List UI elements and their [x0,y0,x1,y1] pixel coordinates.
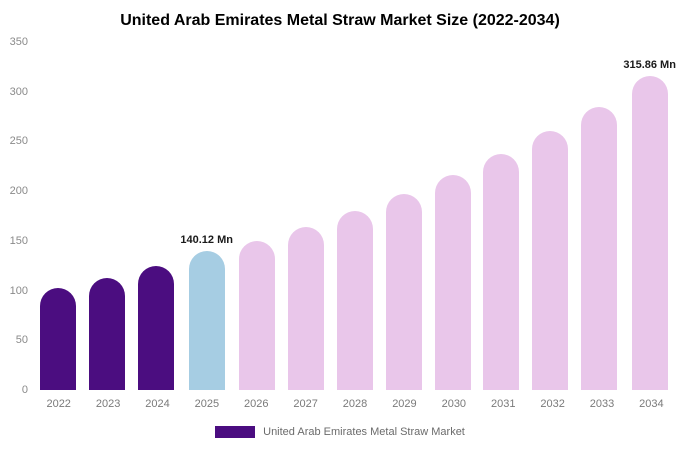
legend-label: United Arab Emirates Metal Straw Market [263,426,465,438]
bar-column: 315.86 Mn [623,42,676,390]
bar [336,211,373,390]
bar [239,241,276,390]
y-tick-label: 250 [9,135,28,148]
bar-annotation: 315.86 Mn [623,59,676,71]
bar-column: 140.12 Mn [180,42,233,390]
plot-area: 140.12 Mn 315.86 Mn [34,42,676,390]
x-tick-label: 2034 [639,398,664,410]
x-tick-label: 2033 [589,398,615,410]
x-tick-label: 2026 [244,398,269,410]
bar [532,131,569,390]
y-tick-label: 0 [21,384,28,396]
bar-column [379,42,428,390]
y-tick-label: 100 [9,284,28,297]
bar-column [83,42,132,390]
y-tick-label: 150 [9,234,28,247]
y-axis: 0 50 100 150 200 250 300 350 [0,0,30,450]
x-tick-label: 2024 [145,398,170,410]
bar [434,175,471,390]
y-tick-label: 50 [15,334,28,347]
bar [631,76,668,390]
chart-title: United Arab Emirates Metal Straw Market … [120,12,560,29]
legend-swatch [215,426,256,438]
x-tick-label: 2030 [441,398,467,410]
x-tick-label: 2029 [392,398,417,410]
y-tick-label: 300 [9,85,28,98]
bar-column [331,42,380,390]
x-tick-label: 2025 [194,398,220,410]
bar [137,266,174,390]
bar [188,251,225,390]
x-tick-label: 2032 [540,398,565,410]
bar-column [132,42,181,390]
bar-column [428,42,477,390]
bar-column [575,42,624,390]
x-tick-label: 2031 [490,398,516,410]
bar [483,154,520,390]
bar-column [282,42,331,390]
bar-column [233,42,282,390]
bar-annotation: 140.12 Mn [180,234,233,246]
x-tick-label: 2023 [95,398,121,410]
bar [89,278,126,390]
bar-column [526,42,575,390]
bar [40,288,77,390]
y-tick-label: 200 [9,185,28,198]
y-tick-label: 350 [9,36,28,48]
bar-column [477,42,526,390]
bar [385,194,422,390]
bar [580,107,617,390]
x-tick-label: 2028 [342,398,368,410]
x-tick-label: 2027 [293,398,318,410]
x-axis: 2022 2023 2024 2025 2026 2027 2028 2029 2030 2031… [34,398,676,410]
bar-column [34,42,83,390]
legend: United Arab Emirates Metal Straw Market [0,426,680,438]
x-tick-label: 2022 [46,398,71,410]
bar [288,227,325,390]
